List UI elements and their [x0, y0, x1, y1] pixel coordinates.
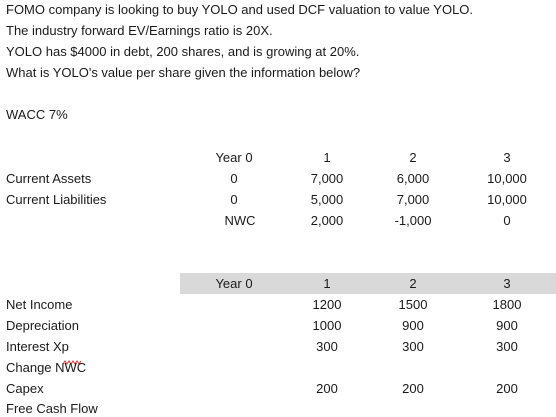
current-assets-y1: 7,000 [310, 171, 344, 186]
question-line-4: What is YOLO's value per share given the… [6, 65, 361, 80]
net-income-y1: 1200 [312, 297, 342, 312]
current-liabilities-y0: 0 [230, 192, 238, 207]
current-assets-y3: 10,000 [487, 171, 527, 186]
current-liabilities-y3: 10,000 [487, 192, 527, 207]
balance-header-year0: Year 0 [215, 150, 253, 165]
current-assets-y0: 0 [230, 171, 238, 186]
question-line-3: YOLO has $4000 in debt, 200 shares, and … [6, 44, 360, 59]
balance-header-year2: 2 [409, 150, 417, 165]
interest-xp-y3: 300 [496, 339, 518, 354]
current-liabilities-y1: 5,000 [310, 192, 344, 207]
nwc-y3: 0 [503, 213, 511, 228]
wacc-label: WACC 7% [6, 107, 68, 122]
cashflow-header-year2: 2 [409, 276, 417, 291]
capex-y3: 200 [496, 381, 518, 396]
row-label-current-liabilities: Current Liabilities [6, 192, 107, 207]
depreciation-y2: 900 [402, 318, 424, 333]
interest-xp-y1: 300 [316, 339, 338, 354]
balance-header-year3: 3 [503, 150, 511, 165]
current-liabilities-y2: 7,000 [396, 192, 430, 207]
row-label-current-assets: Current Assets [6, 171, 92, 186]
spellcheck-underline-icon [63, 360, 81, 365]
interest-xp-y2: 300 [402, 339, 424, 354]
balance-header-year1: 1 [323, 150, 331, 165]
question-line-2: The industry forward EV/Earnings ratio i… [6, 23, 273, 38]
capex-y1: 200 [316, 381, 338, 396]
question-line-1: FOMO company is looking to buy YOLO and … [6, 2, 474, 17]
depreciation-y1: 1000 [312, 318, 342, 333]
row-label-free-cash-flow: Free Cash Flow [6, 401, 98, 416]
depreciation-y3: 900 [496, 318, 518, 333]
cashflow-header-year1: 1 [323, 276, 331, 291]
row-label-depreciation: Depreciation [6, 318, 79, 333]
nwc-label: NWC [224, 213, 256, 228]
current-assets-y2: 6,000 [396, 171, 430, 186]
cashflow-header-year3: 3 [503, 276, 511, 291]
nwc-y2: -1,000 [394, 213, 432, 228]
row-label-interest-xp: Interest Xp [6, 339, 69, 354]
capex-y2: 200 [402, 381, 424, 396]
cashflow-header-band [180, 273, 556, 294]
row-label-capex: Capex [6, 381, 44, 396]
cashflow-header-year0: Year 0 [215, 276, 253, 291]
row-label-net-income: Net Income [6, 297, 73, 312]
nwc-y1: 2,000 [310, 213, 344, 228]
net-income-y2: 1500 [398, 297, 428, 312]
net-income-y3: 1800 [492, 297, 522, 312]
row-label-change-nwc: Change NWC [6, 360, 87, 375]
